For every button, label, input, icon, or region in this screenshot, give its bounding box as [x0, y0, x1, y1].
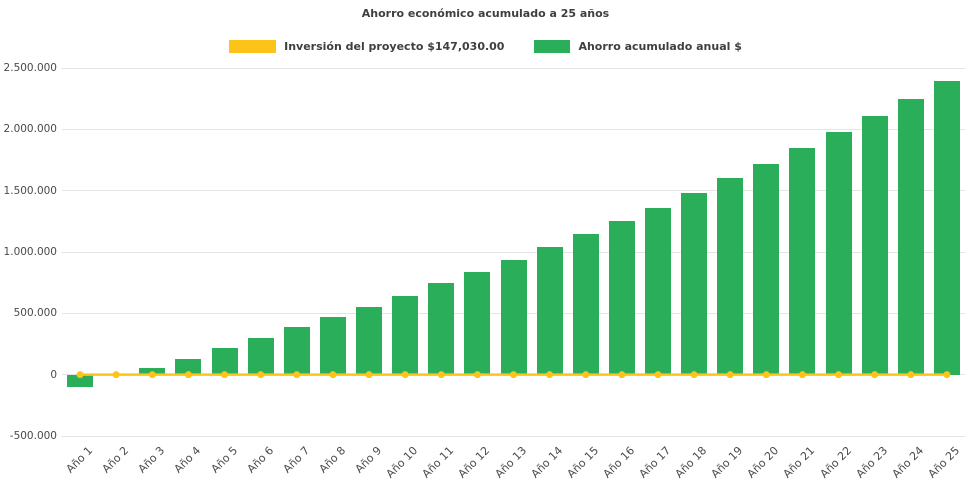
bar-ahorro-acumulado: [464, 271, 491, 375]
bar-ahorro-acumulado: [536, 247, 563, 375]
bar-ahorro-acumulado: [608, 221, 635, 375]
investment-line-point: [654, 371, 662, 379]
bar-ahorro-acumulado: [572, 234, 599, 375]
investment-line-point: [184, 371, 192, 379]
investment-line-point: [726, 371, 734, 379]
chart-title: Ahorro económico acumulado a 25 años: [361, 7, 610, 20]
investment-line-point: [437, 371, 445, 379]
y-axis-tick-label: 2.500.000: [3, 62, 57, 74]
legend-item-investment: Inversión del proyecto $147,030.00: [229, 40, 504, 53]
y-axis-tick-label: 500.000: [13, 307, 57, 320]
investment-line-point: [257, 371, 265, 379]
investment-line-point: [76, 371, 84, 379]
savings-swatch: [534, 40, 571, 53]
investment-line-point: [618, 371, 626, 379]
legend: Inversión del proyecto $147,030.00 Ahorr…: [0, 40, 971, 53]
bar-ahorro-acumulado: [283, 327, 310, 375]
investment-line-point: [690, 371, 698, 379]
bar-ahorro-acumulado: [933, 81, 960, 375]
bar-ahorro-acumulado: [392, 295, 419, 375]
bar-ahorro-acumulado: [175, 358, 202, 375]
investment-line-point: [546, 371, 554, 379]
gridline: [62, 435, 965, 437]
investment-line-point: [510, 371, 517, 379]
gridline: [62, 67, 965, 69]
bar-ahorro-acumulado: [319, 317, 346, 375]
investment-line-point: [365, 371, 373, 379]
bar-ahorro-acumulado: [356, 306, 383, 375]
bar-ahorro-acumulado: [897, 99, 924, 375]
bar-ahorro-acumulado: [861, 115, 888, 375]
investment-line-point: [329, 371, 337, 379]
investment-line-point: [907, 371, 915, 379]
bar-ahorro-acumulado: [789, 147, 816, 375]
investment-line-point: [112, 371, 120, 379]
gridline: [62, 128, 965, 130]
legend-item-savings: Ahorro acumulado anual $: [534, 40, 742, 53]
investment-line-point: [148, 371, 156, 379]
bar-ahorro-acumulado: [500, 259, 527, 375]
bar-ahorro-acumulado: [644, 207, 671, 375]
bar-ahorro-acumulado: [67, 374, 94, 387]
bar-ahorro-acumulado: [825, 131, 852, 375]
y-axis-tick-label: 0: [50, 368, 57, 381]
legend-label-savings: Ahorro acumulado anual $: [578, 40, 742, 53]
investment-line-point: [762, 371, 770, 379]
investment-line-point: [798, 371, 806, 379]
bar-ahorro-acumulado: [211, 348, 238, 375]
y-axis-tick-label: -500.000: [9, 430, 57, 442]
y-axis-tick-label: 1.500.000: [3, 184, 57, 197]
bar-ahorro-acumulado: [717, 178, 744, 375]
gridline: [62, 251, 965, 253]
bar-ahorro-acumulado: [428, 283, 455, 375]
bar-ahorro-acumulado: [681, 193, 708, 375]
investment-line-point: [473, 371, 481, 379]
y-axis-tick-label: 1.000.000: [3, 246, 57, 258]
investment-line-layer: [76, 371, 951, 379]
bar-ahorro-acumulado: [247, 337, 274, 375]
investment-swatch: [229, 40, 277, 53]
investment-line-point: [401, 371, 409, 379]
investment-line-point: [871, 371, 879, 379]
investment-line-point: [943, 371, 951, 379]
bar-ahorro-acumulado: [753, 163, 780, 375]
gridline: [62, 190, 965, 192]
investment-line-point: [293, 371, 301, 379]
y-axis-tick-label: 2.000.000: [3, 123, 57, 136]
investment-line-point: [221, 371, 229, 379]
legend-label-investment: Inversión del proyecto $147,030.00: [284, 40, 505, 53]
investment-line-point: [582, 371, 590, 379]
investment-line-point: [835, 371, 843, 379]
